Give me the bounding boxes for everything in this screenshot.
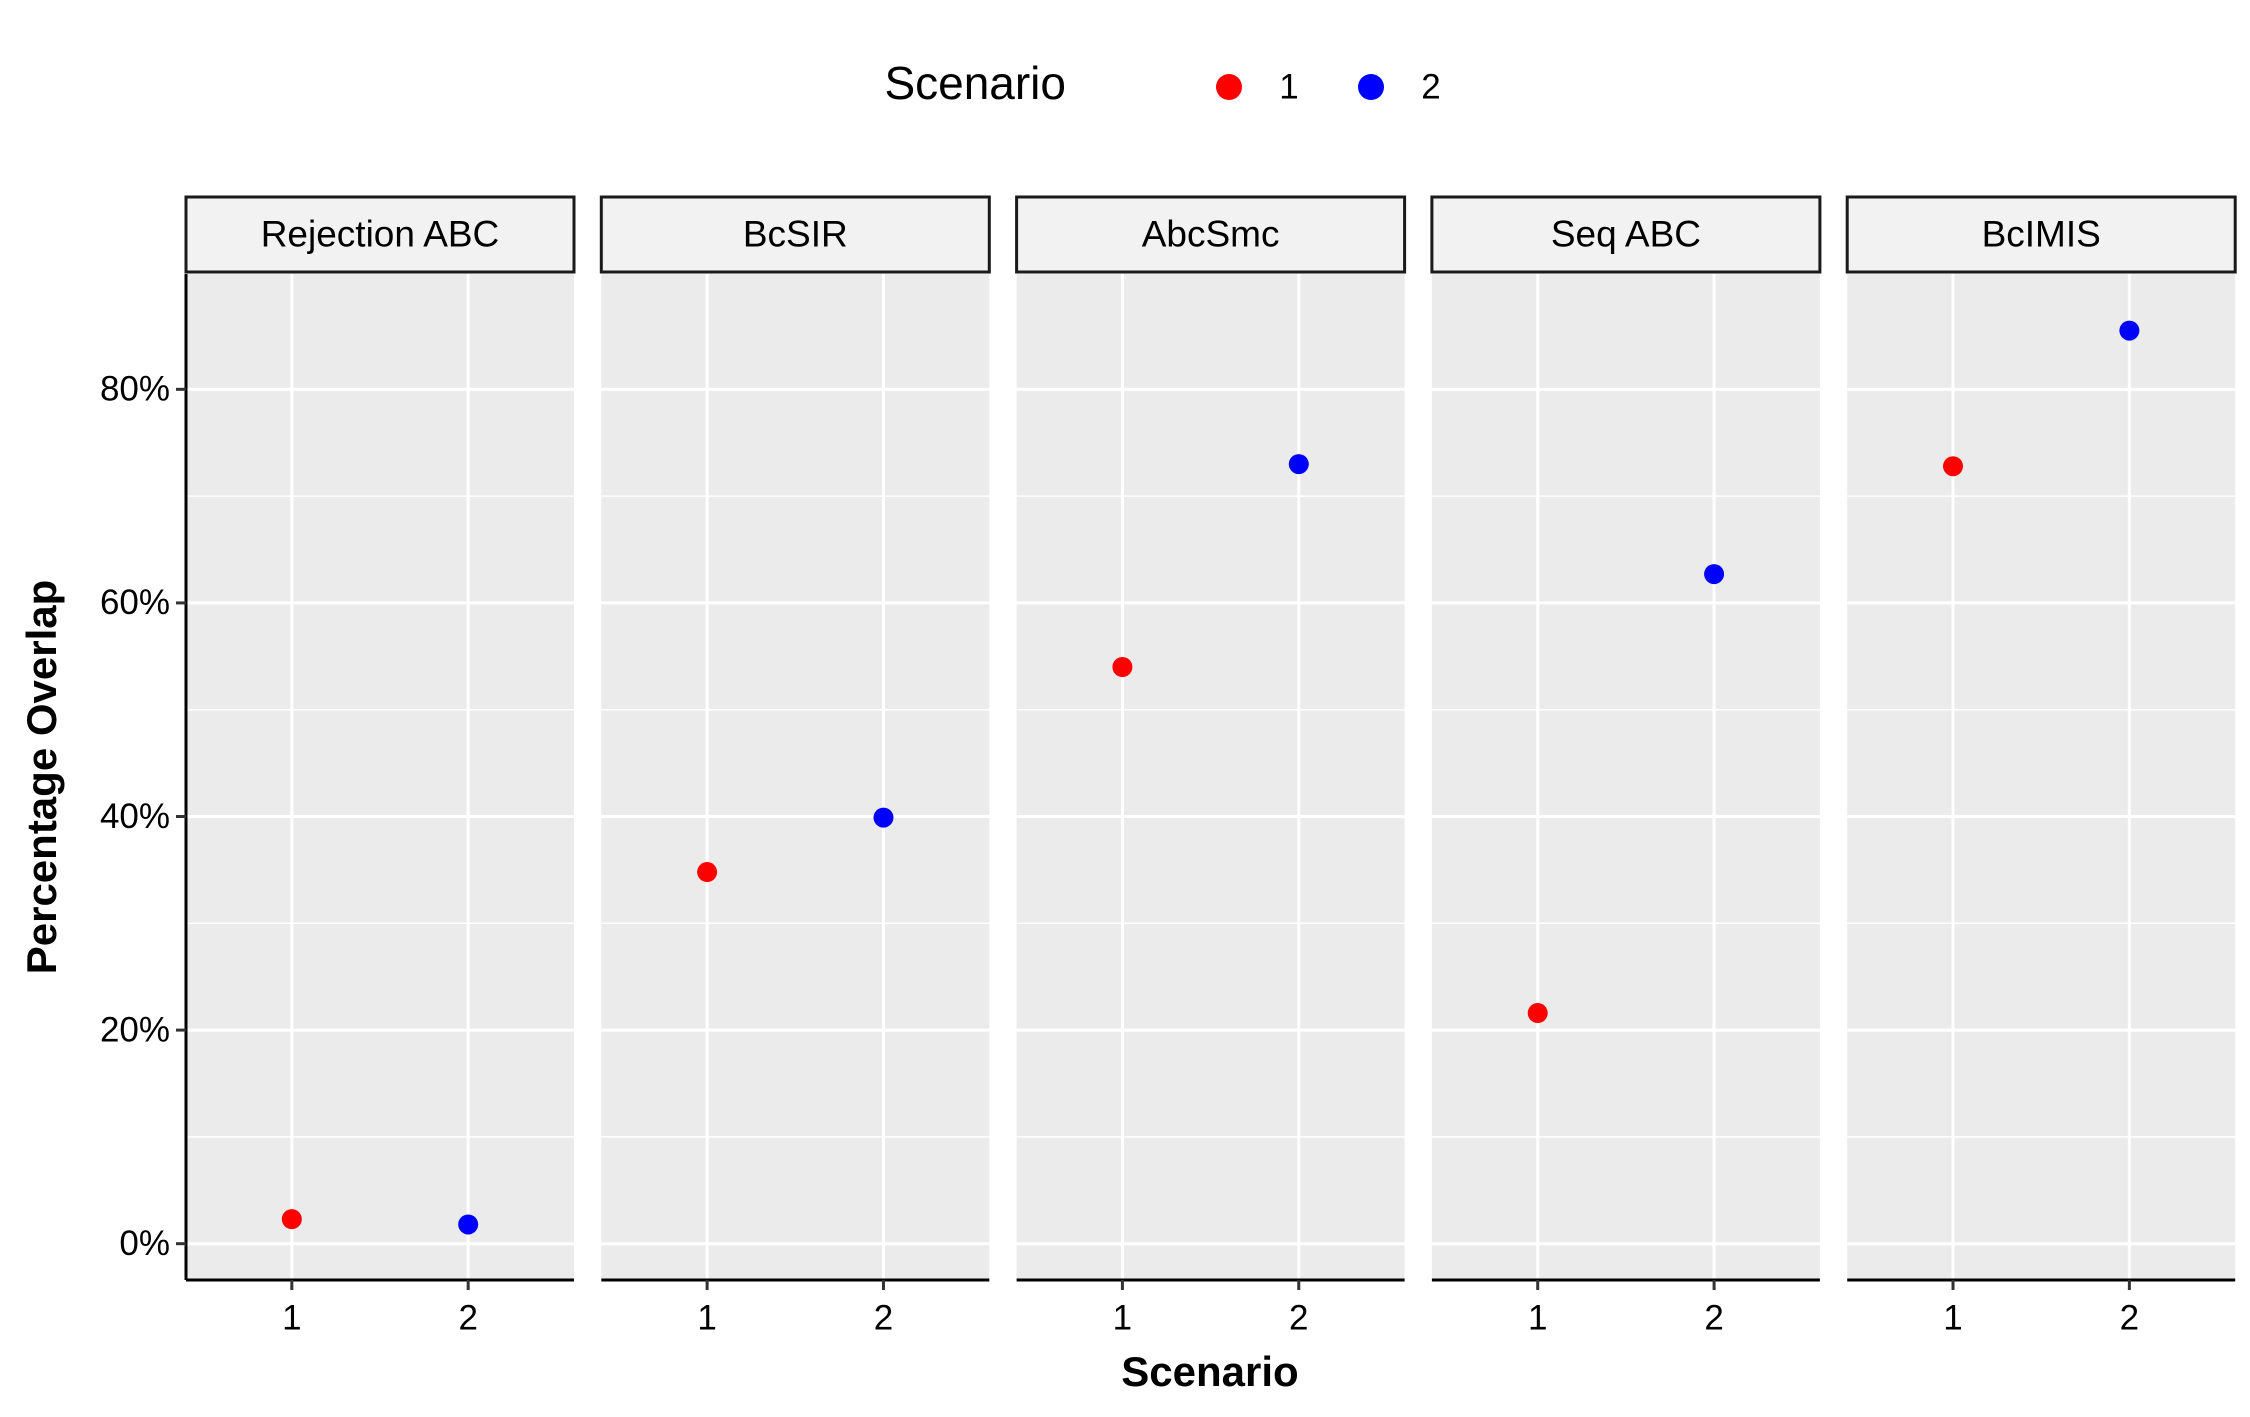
panel: [1016, 274, 1405, 1280]
point: [1943, 456, 1964, 477]
x-tick-label: 1: [1943, 1298, 1962, 1337]
point: [2119, 320, 2140, 341]
strip-label: Seq ABC: [1551, 213, 1701, 254]
point: [697, 862, 718, 883]
x-axis-title: Scenario: [1121, 1348, 1298, 1395]
point: [1704, 564, 1725, 585]
x-tick-label: 1: [282, 1298, 301, 1337]
x-tick-label: 2: [1289, 1298, 1308, 1337]
point: [873, 807, 894, 828]
point: [281, 1209, 302, 1230]
x-tick-label: 2: [2120, 1298, 2139, 1337]
strip: [1430, 195, 1822, 274]
legend-label: 2: [1421, 67, 1440, 106]
strip: [1845, 195, 2237, 274]
legend-label: 1: [1279, 67, 1298, 106]
panel: [1847, 274, 2236, 1280]
legend-title: Scenario: [884, 57, 1066, 109]
strip-label: Rejection ABC: [261, 213, 500, 254]
strip: [184, 195, 576, 274]
y-tick-label: 20%: [100, 1010, 170, 1049]
point: [1527, 1003, 1548, 1024]
y-tick-label: 40%: [100, 797, 170, 836]
strip: [599, 195, 991, 274]
legend-marker: [1358, 74, 1384, 100]
point: [1288, 454, 1309, 475]
panel: [1431, 274, 1820, 1280]
panel: [601, 274, 990, 1280]
point: [458, 1214, 479, 1235]
y-tick-label: 60%: [100, 583, 170, 622]
x-tick-label: 2: [874, 1298, 893, 1337]
strip-label: BcIMIS: [1982, 213, 2101, 254]
strip-label: BcSIR: [743, 213, 848, 254]
x-tick-label: 1: [1113, 1298, 1132, 1337]
strip: [1015, 195, 1407, 274]
x-tick-label: 2: [458, 1298, 477, 1337]
x-tick-label: 2: [1704, 1298, 1723, 1337]
y-tick-label: 0%: [119, 1224, 170, 1263]
panel: [186, 274, 574, 1280]
strip-label: AbcSmc: [1142, 213, 1280, 254]
x-tick-label: 1: [697, 1298, 716, 1337]
point: [1112, 657, 1133, 678]
y-axis-title: Percentage Overlap: [18, 580, 65, 975]
legend-marker: [1216, 74, 1242, 100]
x-tick-label: 1: [1528, 1298, 1547, 1337]
y-tick-label: 80%: [100, 370, 170, 409]
